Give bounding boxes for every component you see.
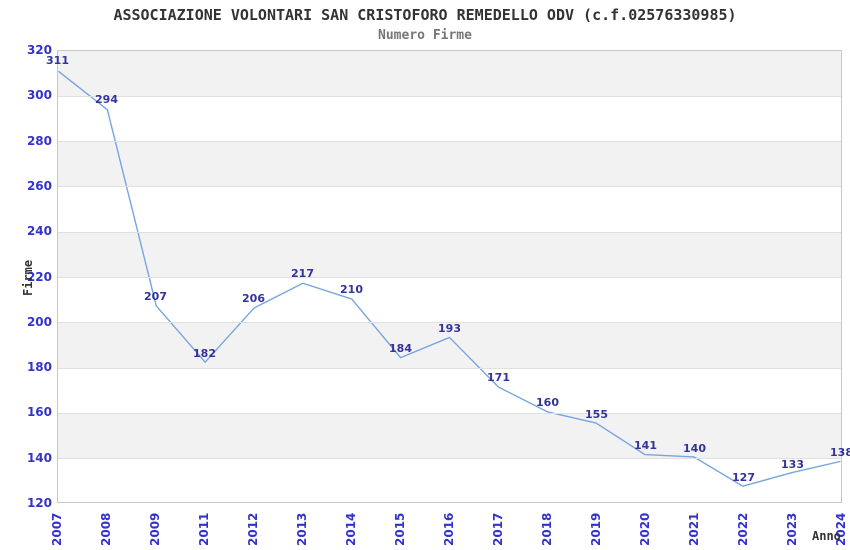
data-point-label: 160 [536, 396, 559, 410]
plot-area [57, 50, 842, 503]
data-point-label: 171 [487, 371, 510, 385]
gridline [58, 412, 841, 414]
x-tick-label: 2012 [246, 512, 260, 546]
y-tick-label: 320 [26, 43, 52, 57]
x-tick-label: 2016 [442, 512, 456, 546]
data-point-label: 193 [438, 321, 461, 335]
x-tick-label: 2011 [197, 512, 211, 546]
y-tick-label: 200 [26, 314, 52, 329]
y-tick-label: 120 [26, 496, 52, 510]
x-tick-label: 2021 [687, 512, 701, 546]
x-tick-label: 2023 [785, 512, 799, 546]
y-tick-label: 260 [26, 178, 52, 193]
data-point-label: 140 [683, 441, 706, 455]
gridline [58, 277, 841, 278]
x-tick-label: 2008 [99, 512, 113, 546]
x-tick-label: 2007 [50, 512, 64, 546]
x-tick-label: 2017 [491, 512, 505, 546]
x-tick-label: 2015 [393, 512, 407, 546]
line-series [58, 70, 841, 487]
data-point-label: 294 [95, 92, 118, 106]
y-tick-label: 280 [26, 133, 52, 148]
x-tick-label: 2014 [344, 512, 358, 546]
data-point-label: 155 [585, 407, 608, 421]
gridline [58, 141, 841, 143]
y-axis-title: Firme [21, 259, 35, 296]
chart-subtitle: Numero Firme [378, 28, 472, 43]
data-point-label: 182 [193, 346, 216, 360]
data-point-label: 138 [830, 446, 850, 460]
y-tick-label: 240 [26, 224, 52, 239]
data-point-label: 217 [291, 267, 314, 281]
x-tick-label: 2020 [638, 512, 652, 546]
x-tick-label: 2013 [295, 512, 309, 546]
data-point-label: 210 [340, 283, 363, 297]
y-tick-label: 140 [26, 450, 52, 465]
x-tick-label: 2019 [589, 512, 603, 546]
data-point-label: 184 [389, 342, 412, 356]
x-axis-title: Anno [812, 529, 841, 543]
data-point-label: 141 [634, 439, 657, 453]
chart-title: ASSOCIAZIONE VOLONTARI SAN CRISTOFORO RE… [113, 6, 737, 24]
data-point-label: 311 [46, 54, 69, 68]
gridline [58, 186, 841, 188]
y-tick-label: 300 [26, 88, 52, 103]
gridline [58, 231, 841, 233]
x-tick-label: 2018 [540, 512, 554, 546]
y-tick-label: 220 [26, 269, 52, 284]
y-tick-label: 160 [26, 405, 52, 420]
data-point-label: 206 [242, 292, 265, 306]
y-tick-label: 180 [26, 360, 52, 375]
line-series-canvas [58, 70, 841, 487]
x-tick-label: 2022 [736, 512, 750, 546]
data-point-label: 133 [781, 457, 804, 471]
gridline [58, 322, 841, 324]
gridline [58, 95, 841, 97]
x-tick-label: 2009 [148, 512, 162, 546]
data-point-label: 127 [732, 471, 755, 485]
gridline [58, 367, 841, 369]
data-point-label: 207 [144, 289, 167, 303]
gridline [58, 458, 841, 460]
